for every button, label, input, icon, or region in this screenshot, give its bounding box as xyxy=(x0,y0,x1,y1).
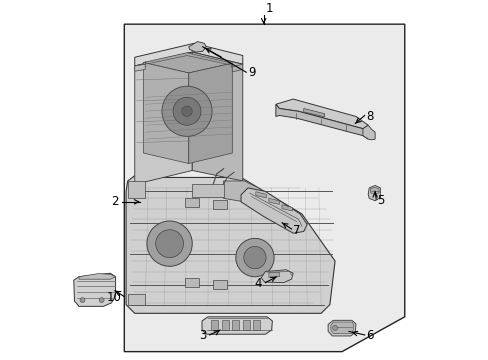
Polygon shape xyxy=(362,125,374,140)
Text: 3: 3 xyxy=(199,329,206,342)
Polygon shape xyxy=(127,294,145,305)
Polygon shape xyxy=(370,187,378,194)
Polygon shape xyxy=(330,322,353,333)
Circle shape xyxy=(155,230,183,258)
Polygon shape xyxy=(242,320,249,330)
Polygon shape xyxy=(135,64,145,71)
Polygon shape xyxy=(275,99,367,129)
Polygon shape xyxy=(241,188,306,233)
Text: 4: 4 xyxy=(254,277,262,290)
Polygon shape xyxy=(202,317,272,334)
Polygon shape xyxy=(192,52,242,181)
Text: 1: 1 xyxy=(265,3,272,15)
Polygon shape xyxy=(185,198,199,207)
Polygon shape xyxy=(275,104,367,139)
Circle shape xyxy=(162,86,212,136)
Polygon shape xyxy=(282,205,292,211)
Text: 10: 10 xyxy=(107,291,122,304)
Polygon shape xyxy=(223,181,296,226)
Circle shape xyxy=(173,97,201,125)
Polygon shape xyxy=(124,24,404,352)
Text: 9: 9 xyxy=(247,67,255,80)
Polygon shape xyxy=(222,320,228,330)
Polygon shape xyxy=(185,279,199,287)
Polygon shape xyxy=(232,320,239,330)
Polygon shape xyxy=(268,198,279,204)
Polygon shape xyxy=(268,272,279,278)
Polygon shape xyxy=(232,64,242,72)
Polygon shape xyxy=(192,184,223,197)
Circle shape xyxy=(80,298,85,302)
Polygon shape xyxy=(327,320,355,336)
Text: 7: 7 xyxy=(293,224,300,237)
Polygon shape xyxy=(126,176,334,313)
Polygon shape xyxy=(367,185,380,201)
Polygon shape xyxy=(261,270,293,283)
Polygon shape xyxy=(135,52,192,184)
Polygon shape xyxy=(253,320,260,330)
Circle shape xyxy=(235,238,274,277)
Circle shape xyxy=(147,221,192,266)
Polygon shape xyxy=(143,63,188,163)
Polygon shape xyxy=(211,320,218,330)
Text: 2: 2 xyxy=(111,195,119,208)
Circle shape xyxy=(244,247,265,269)
Text: 6: 6 xyxy=(366,329,373,342)
Polygon shape xyxy=(213,280,226,289)
Polygon shape xyxy=(188,42,206,52)
Text: 8: 8 xyxy=(366,110,373,123)
Polygon shape xyxy=(127,181,145,198)
Circle shape xyxy=(332,325,337,330)
Text: 5: 5 xyxy=(377,194,384,207)
Polygon shape xyxy=(74,273,115,306)
Polygon shape xyxy=(135,43,242,66)
Polygon shape xyxy=(213,200,226,209)
Polygon shape xyxy=(188,63,232,163)
Polygon shape xyxy=(143,53,232,73)
Circle shape xyxy=(182,106,192,117)
Polygon shape xyxy=(79,274,115,279)
Polygon shape xyxy=(303,108,324,117)
Circle shape xyxy=(99,298,104,302)
Polygon shape xyxy=(255,192,266,198)
